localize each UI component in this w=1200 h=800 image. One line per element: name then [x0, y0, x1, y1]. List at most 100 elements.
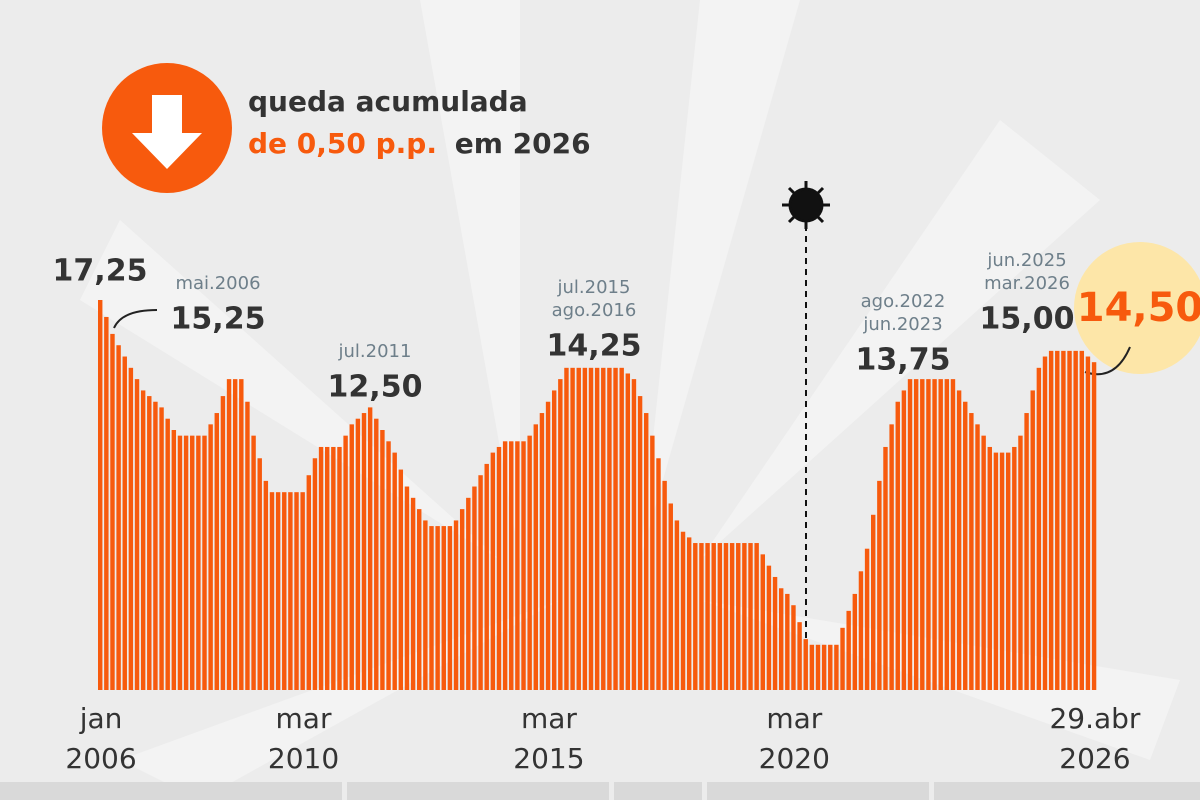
bar	[828, 644, 833, 690]
bar	[1091, 362, 1097, 690]
bar	[558, 379, 563, 690]
bar	[662, 480, 667, 690]
bar	[668, 503, 673, 690]
bar	[551, 390, 557, 690]
bar	[564, 367, 569, 690]
annotation-value: 14,50	[1077, 285, 1200, 331]
x-tick-label: mar	[521, 702, 577, 735]
bar	[208, 424, 213, 690]
annotation-date: mai.2006	[175, 273, 260, 294]
bar	[502, 441, 508, 690]
bar	[1073, 350, 1078, 690]
bar	[478, 475, 483, 690]
x-tick-label: jan	[79, 702, 123, 735]
bar	[594, 367, 600, 690]
bar	[472, 486, 477, 690]
bar	[490, 452, 496, 690]
x-tick-label: 29.abr	[1049, 702, 1140, 735]
bar	[1005, 452, 1011, 690]
bar	[343, 435, 348, 690]
bar	[183, 435, 189, 690]
header-line: de 0,50 p.p. em 2026	[248, 127, 591, 160]
bar	[232, 379, 238, 690]
x-tick-year: 2006	[65, 742, 136, 775]
bar	[331, 446, 336, 690]
annotation-date: jun.2025	[986, 250, 1066, 271]
bar	[803, 639, 808, 690]
down-arrow	[132, 95, 202, 169]
bar	[877, 480, 882, 690]
bar	[251, 435, 256, 690]
bar	[1048, 350, 1054, 690]
annotation-date: jul.2011	[338, 341, 412, 362]
bar	[975, 424, 980, 690]
bar	[785, 593, 790, 690]
bar	[153, 401, 158, 690]
bar	[147, 396, 152, 690]
bar	[791, 605, 796, 690]
bar	[993, 452, 999, 690]
bar	[545, 401, 551, 690]
bar	[392, 452, 397, 690]
bar	[938, 379, 943, 690]
bar	[171, 430, 177, 690]
bar	[656, 458, 661, 690]
bar	[202, 435, 207, 690]
bar	[1030, 390, 1035, 690]
bar	[754, 543, 759, 690]
bar	[1036, 367, 1042, 690]
bar	[883, 446, 888, 690]
bar	[116, 345, 121, 690]
annotation-value: 17,25	[53, 254, 148, 289]
annotation-date: jun.2023	[862, 314, 942, 335]
bar	[110, 333, 115, 690]
bar	[772, 576, 778, 690]
bar	[766, 565, 772, 690]
annotation-date: ago.2022	[861, 291, 946, 312]
bar	[134, 379, 140, 690]
bar	[748, 543, 753, 690]
bar	[619, 367, 624, 690]
bar	[527, 435, 532, 690]
bar	[705, 543, 710, 690]
bar	[969, 413, 974, 690]
bar	[282, 492, 287, 690]
bar	[711, 543, 716, 690]
annotation-date: ago.2016	[552, 300, 637, 321]
bar	[956, 390, 962, 690]
bar	[625, 373, 631, 690]
bar	[920, 379, 925, 690]
arrow	[113, 309, 158, 329]
bar	[429, 526, 434, 690]
bar	[1018, 435, 1023, 690]
bar	[435, 526, 440, 690]
bar	[177, 435, 183, 690]
bar	[680, 531, 686, 690]
bar	[999, 452, 1005, 690]
bar	[1085, 356, 1091, 690]
bar	[809, 644, 815, 690]
bar	[570, 367, 575, 690]
bar	[98, 300, 103, 690]
x-tick-year: 2015	[513, 742, 584, 775]
bar	[907, 379, 913, 690]
bar	[257, 458, 262, 690]
bar	[459, 509, 465, 690]
bar	[895, 401, 900, 690]
header-rest: em 2026	[455, 127, 591, 160]
bar	[275, 492, 281, 690]
bar	[374, 418, 379, 690]
bar	[294, 492, 299, 690]
bar	[226, 379, 232, 690]
bar	[1012, 446, 1017, 690]
annotation-value: 12,50	[328, 370, 423, 405]
bar	[901, 390, 907, 690]
bar	[613, 367, 618, 690]
bar	[821, 644, 827, 690]
annotation-date: jul.2015	[557, 277, 631, 298]
bar	[300, 492, 305, 690]
bar	[423, 520, 428, 690]
bar	[987, 446, 992, 690]
bar	[637, 396, 643, 690]
bar	[417, 509, 422, 690]
